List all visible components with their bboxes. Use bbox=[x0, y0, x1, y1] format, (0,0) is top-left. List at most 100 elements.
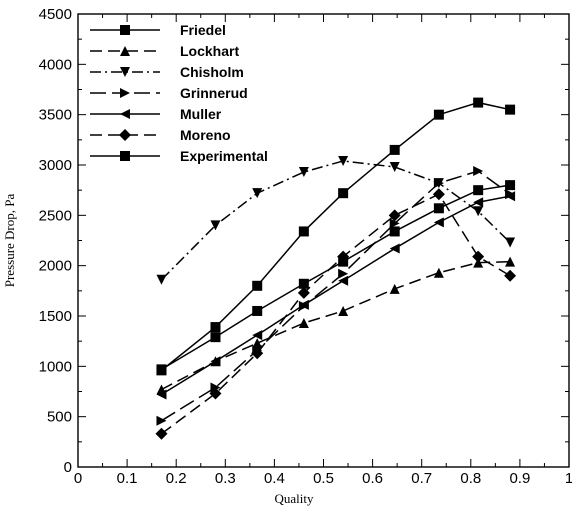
data-point-grinnerud bbox=[389, 218, 400, 229]
data-point-lockhart bbox=[505, 256, 516, 267]
data-point-chisholm bbox=[156, 274, 167, 285]
legend-swatch-marker bbox=[119, 129, 131, 141]
data-point-muller bbox=[505, 191, 516, 202]
legend-swatch-marker bbox=[120, 151, 130, 161]
series-grinnerud bbox=[156, 166, 516, 426]
data-point-experimental bbox=[210, 332, 221, 343]
data-point-lockhart bbox=[389, 283, 400, 294]
y-axis-title: Pressure Drop, Pa bbox=[2, 194, 17, 288]
x-tick-label: 0.2 bbox=[166, 470, 187, 487]
y-tick-label: 0 bbox=[64, 459, 72, 476]
legend-swatch-marker bbox=[120, 109, 130, 119]
series-line-chisholm bbox=[160, 160, 511, 281]
data-point-friedel bbox=[252, 280, 263, 291]
plot-frame bbox=[77, 13, 570, 468]
legend-label: Lockhart bbox=[180, 43, 239, 59]
legend-entry: Friedel bbox=[90, 22, 226, 38]
data-point-experimental bbox=[389, 226, 400, 237]
data-point-moreno bbox=[297, 286, 310, 299]
data-point-grinnerud bbox=[156, 415, 167, 426]
data-point-grinnerud bbox=[473, 166, 484, 177]
data-point-muller bbox=[389, 243, 400, 254]
legend-label: Friedel bbox=[180, 22, 226, 38]
data-point-experimental bbox=[298, 278, 309, 289]
data-point-friedel bbox=[298, 226, 309, 237]
y-tick-label: 1000 bbox=[39, 358, 72, 375]
y-tick-label: 1500 bbox=[39, 308, 72, 325]
data-point-muller bbox=[338, 275, 349, 286]
data-point-moreno bbox=[388, 209, 401, 222]
legend-label: Moreno bbox=[180, 127, 231, 143]
x-tick-label: 0.7 bbox=[411, 470, 432, 487]
data-point-moreno bbox=[504, 269, 517, 282]
data-point-grinnerud bbox=[210, 382, 221, 393]
data-point-muller bbox=[156, 389, 167, 400]
data-point-moreno bbox=[209, 387, 222, 400]
series-layer bbox=[155, 97, 517, 440]
series-experimental bbox=[156, 180, 516, 375]
data-point-muller bbox=[252, 330, 263, 341]
y-tick-label: 3000 bbox=[39, 157, 72, 174]
x-tick-label: 0.3 bbox=[215, 470, 236, 487]
data-point-experimental bbox=[338, 256, 349, 267]
legend-entry: Muller bbox=[90, 106, 222, 122]
x-tick-label: 0.8 bbox=[460, 470, 481, 487]
data-point-grinnerud bbox=[433, 178, 444, 189]
x-tick-label: 0 bbox=[74, 470, 82, 487]
x-axis-title: Quality bbox=[275, 491, 314, 506]
legend-swatch-marker bbox=[120, 46, 130, 56]
legend: Friedel Lockhart Chisholm Grinnerud Muller Mo… bbox=[90, 22, 268, 164]
legend-entry: Grinnerud bbox=[90, 85, 248, 101]
data-point-moreno bbox=[432, 188, 445, 201]
legend-entry: Lockhart bbox=[90, 43, 239, 59]
data-point-moreno bbox=[472, 250, 485, 263]
data-point-friedel bbox=[389, 144, 400, 155]
legend-entry: Experimental bbox=[90, 148, 268, 164]
data-point-friedel bbox=[473, 97, 484, 108]
data-point-lockhart bbox=[473, 257, 484, 268]
data-point-muller bbox=[473, 197, 484, 208]
data-point-experimental bbox=[473, 185, 484, 196]
data-point-chisholm bbox=[298, 167, 309, 178]
data-point-chisholm bbox=[389, 162, 400, 173]
data-point-chisholm bbox=[338, 155, 349, 166]
y-tick-label: 2500 bbox=[39, 207, 72, 224]
data-point-chisholm bbox=[473, 206, 484, 217]
x-tick-label: 0.5 bbox=[313, 470, 334, 487]
y-tick-label: 4000 bbox=[39, 56, 72, 73]
data-point-friedel bbox=[433, 109, 444, 120]
data-point-experimental bbox=[252, 305, 263, 316]
x-tick-label: 0.1 bbox=[117, 470, 138, 487]
data-point-chisholm bbox=[210, 220, 221, 231]
data-point-moreno bbox=[251, 347, 264, 360]
x-tick-label: 0.9 bbox=[509, 470, 530, 487]
x-tick-label: 0.4 bbox=[264, 470, 285, 487]
data-point-muller bbox=[433, 217, 444, 228]
y-tick-label: 500 bbox=[47, 409, 72, 426]
data-point-chisholm bbox=[505, 237, 516, 248]
legend-label: Muller bbox=[180, 106, 222, 122]
data-point-friedel bbox=[338, 188, 349, 199]
legend-label: Experimental bbox=[180, 148, 268, 164]
legend-label: Grinnerud bbox=[180, 85, 248, 101]
legend-entry: Moreno bbox=[90, 127, 231, 143]
axes: 0 0.1 0.2 0.3 0.4 0.5 0.6 0.7 0.8 0.9 1 0 500 1000 150… bbox=[39, 6, 572, 487]
legend-label: Chisholm bbox=[180, 64, 244, 80]
y-tick-label: 2000 bbox=[39, 258, 72, 275]
data-point-chisholm bbox=[252, 188, 263, 199]
data-point-muller bbox=[210, 356, 221, 367]
series-chisholm bbox=[156, 155, 516, 285]
y-tick-label: 3500 bbox=[39, 107, 72, 124]
data-point-lockhart bbox=[338, 305, 349, 316]
data-point-muller bbox=[298, 299, 309, 310]
data-point-moreno bbox=[155, 427, 168, 440]
x-tick-label: 0.6 bbox=[362, 470, 383, 487]
data-point-lockhart bbox=[252, 338, 263, 349]
y-tick-label: 4500 bbox=[39, 6, 72, 23]
data-point-lockhart bbox=[298, 318, 309, 329]
legend-swatch-marker bbox=[120, 88, 130, 98]
data-point-experimental bbox=[505, 180, 516, 191]
legend-swatch-marker bbox=[120, 67, 130, 77]
x-tick-label: 1 bbox=[565, 470, 572, 487]
